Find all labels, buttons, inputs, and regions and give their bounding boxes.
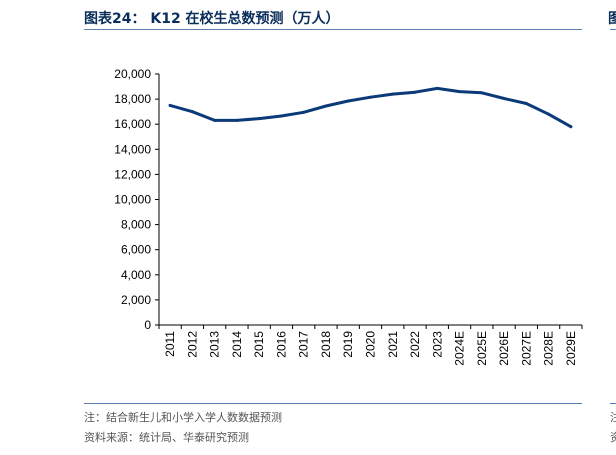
y-tick-label: 2,000 — [121, 293, 151, 307]
footer-rule — [84, 403, 582, 404]
data-point — [257, 117, 261, 121]
line-chart: 0 2,000 4,000 6,000 8,000 10,000 12,000 14,000 1… — [114, 67, 583, 366]
data-point — [502, 96, 506, 100]
x-tick-label: 2012 — [185, 331, 199, 358]
x-tick-label: 2026E — [497, 331, 511, 366]
adjacent-footnote-fragment: 注 — [610, 411, 616, 424]
series-line — [168, 86, 573, 129]
y-tick-label: 16,000 — [114, 117, 151, 131]
data-point — [480, 91, 484, 95]
data-point — [547, 112, 551, 116]
data-point — [569, 125, 573, 129]
data-point — [302, 110, 306, 114]
y-tick-label: 8,000 — [121, 218, 151, 232]
series-layer — [168, 86, 573, 129]
x-tick-label: 2022 — [408, 331, 422, 358]
x-tick-label: 2017 — [297, 331, 311, 358]
source-note: 资料来源：统计局、华泰研究预测 — [84, 431, 249, 444]
data-point — [435, 86, 439, 90]
title-rule — [84, 29, 582, 30]
data-point — [213, 118, 217, 122]
y-tick-label: 18,000 — [114, 92, 151, 106]
y-tick-label: 0 — [144, 318, 151, 332]
x-tick-label: 2025E — [475, 331, 489, 366]
data-point — [168, 103, 172, 107]
data-point — [190, 110, 194, 114]
data-point — [369, 95, 372, 99]
footnote: 注：结合新生儿和小学入学人数数据预测 — [84, 411, 282, 424]
data-point — [413, 90, 417, 94]
data-point — [524, 101, 528, 105]
y-tick-label: 10,000 — [114, 193, 151, 207]
y-tick-label: 4,000 — [121, 268, 151, 282]
x-tick-label: 2029E — [564, 331, 578, 366]
data-point — [235, 118, 239, 122]
x-axis: 2011 2012 2013 2014 2015 2016 2017 2018 2019 2020… — [158, 324, 583, 366]
x-tick-label: 2013 — [208, 331, 222, 358]
data-point — [279, 114, 283, 118]
x-tick-label: 2016 — [274, 331, 288, 358]
y-tick-label: 6,000 — [121, 243, 151, 257]
x-tick-label: 2024E — [453, 331, 467, 366]
x-tick-label: 2027E — [519, 331, 533, 366]
x-tick-label: 2020 — [364, 331, 378, 358]
y-axis: 0 2,000 4,000 6,000 8,000 10,000 12,000 14,000 1… — [114, 67, 160, 332]
x-tick-label: 2011 — [163, 331, 177, 357]
x-tick-label: 2023 — [430, 331, 444, 358]
adjacent-source-fragment: 资 — [610, 431, 616, 444]
chart-title: 图表24： K12 在校生总数预测（万人） — [84, 11, 340, 27]
adjacent-title-rule — [610, 29, 616, 30]
x-tick-label: 2015 — [252, 331, 266, 358]
data-point — [346, 99, 350, 103]
x-tick-label: 2018 — [319, 331, 333, 358]
x-tick-label: 2021 — [386, 331, 400, 358]
data-point — [324, 104, 328, 108]
adjacent-title-fragment: 图 — [608, 11, 616, 27]
x-tick-label: 2028E — [542, 331, 556, 366]
x-tick-label: 2014 — [230, 331, 244, 358]
data-point — [391, 92, 395, 96]
data-point — [458, 90, 462, 94]
x-tick-label: 2019 — [341, 331, 355, 358]
y-tick-label: 14,000 — [114, 142, 151, 156]
adjacent-footer-rule — [610, 403, 616, 404]
y-tick-label: 20,000 — [114, 67, 151, 81]
y-tick-label: 12,000 — [114, 167, 151, 181]
